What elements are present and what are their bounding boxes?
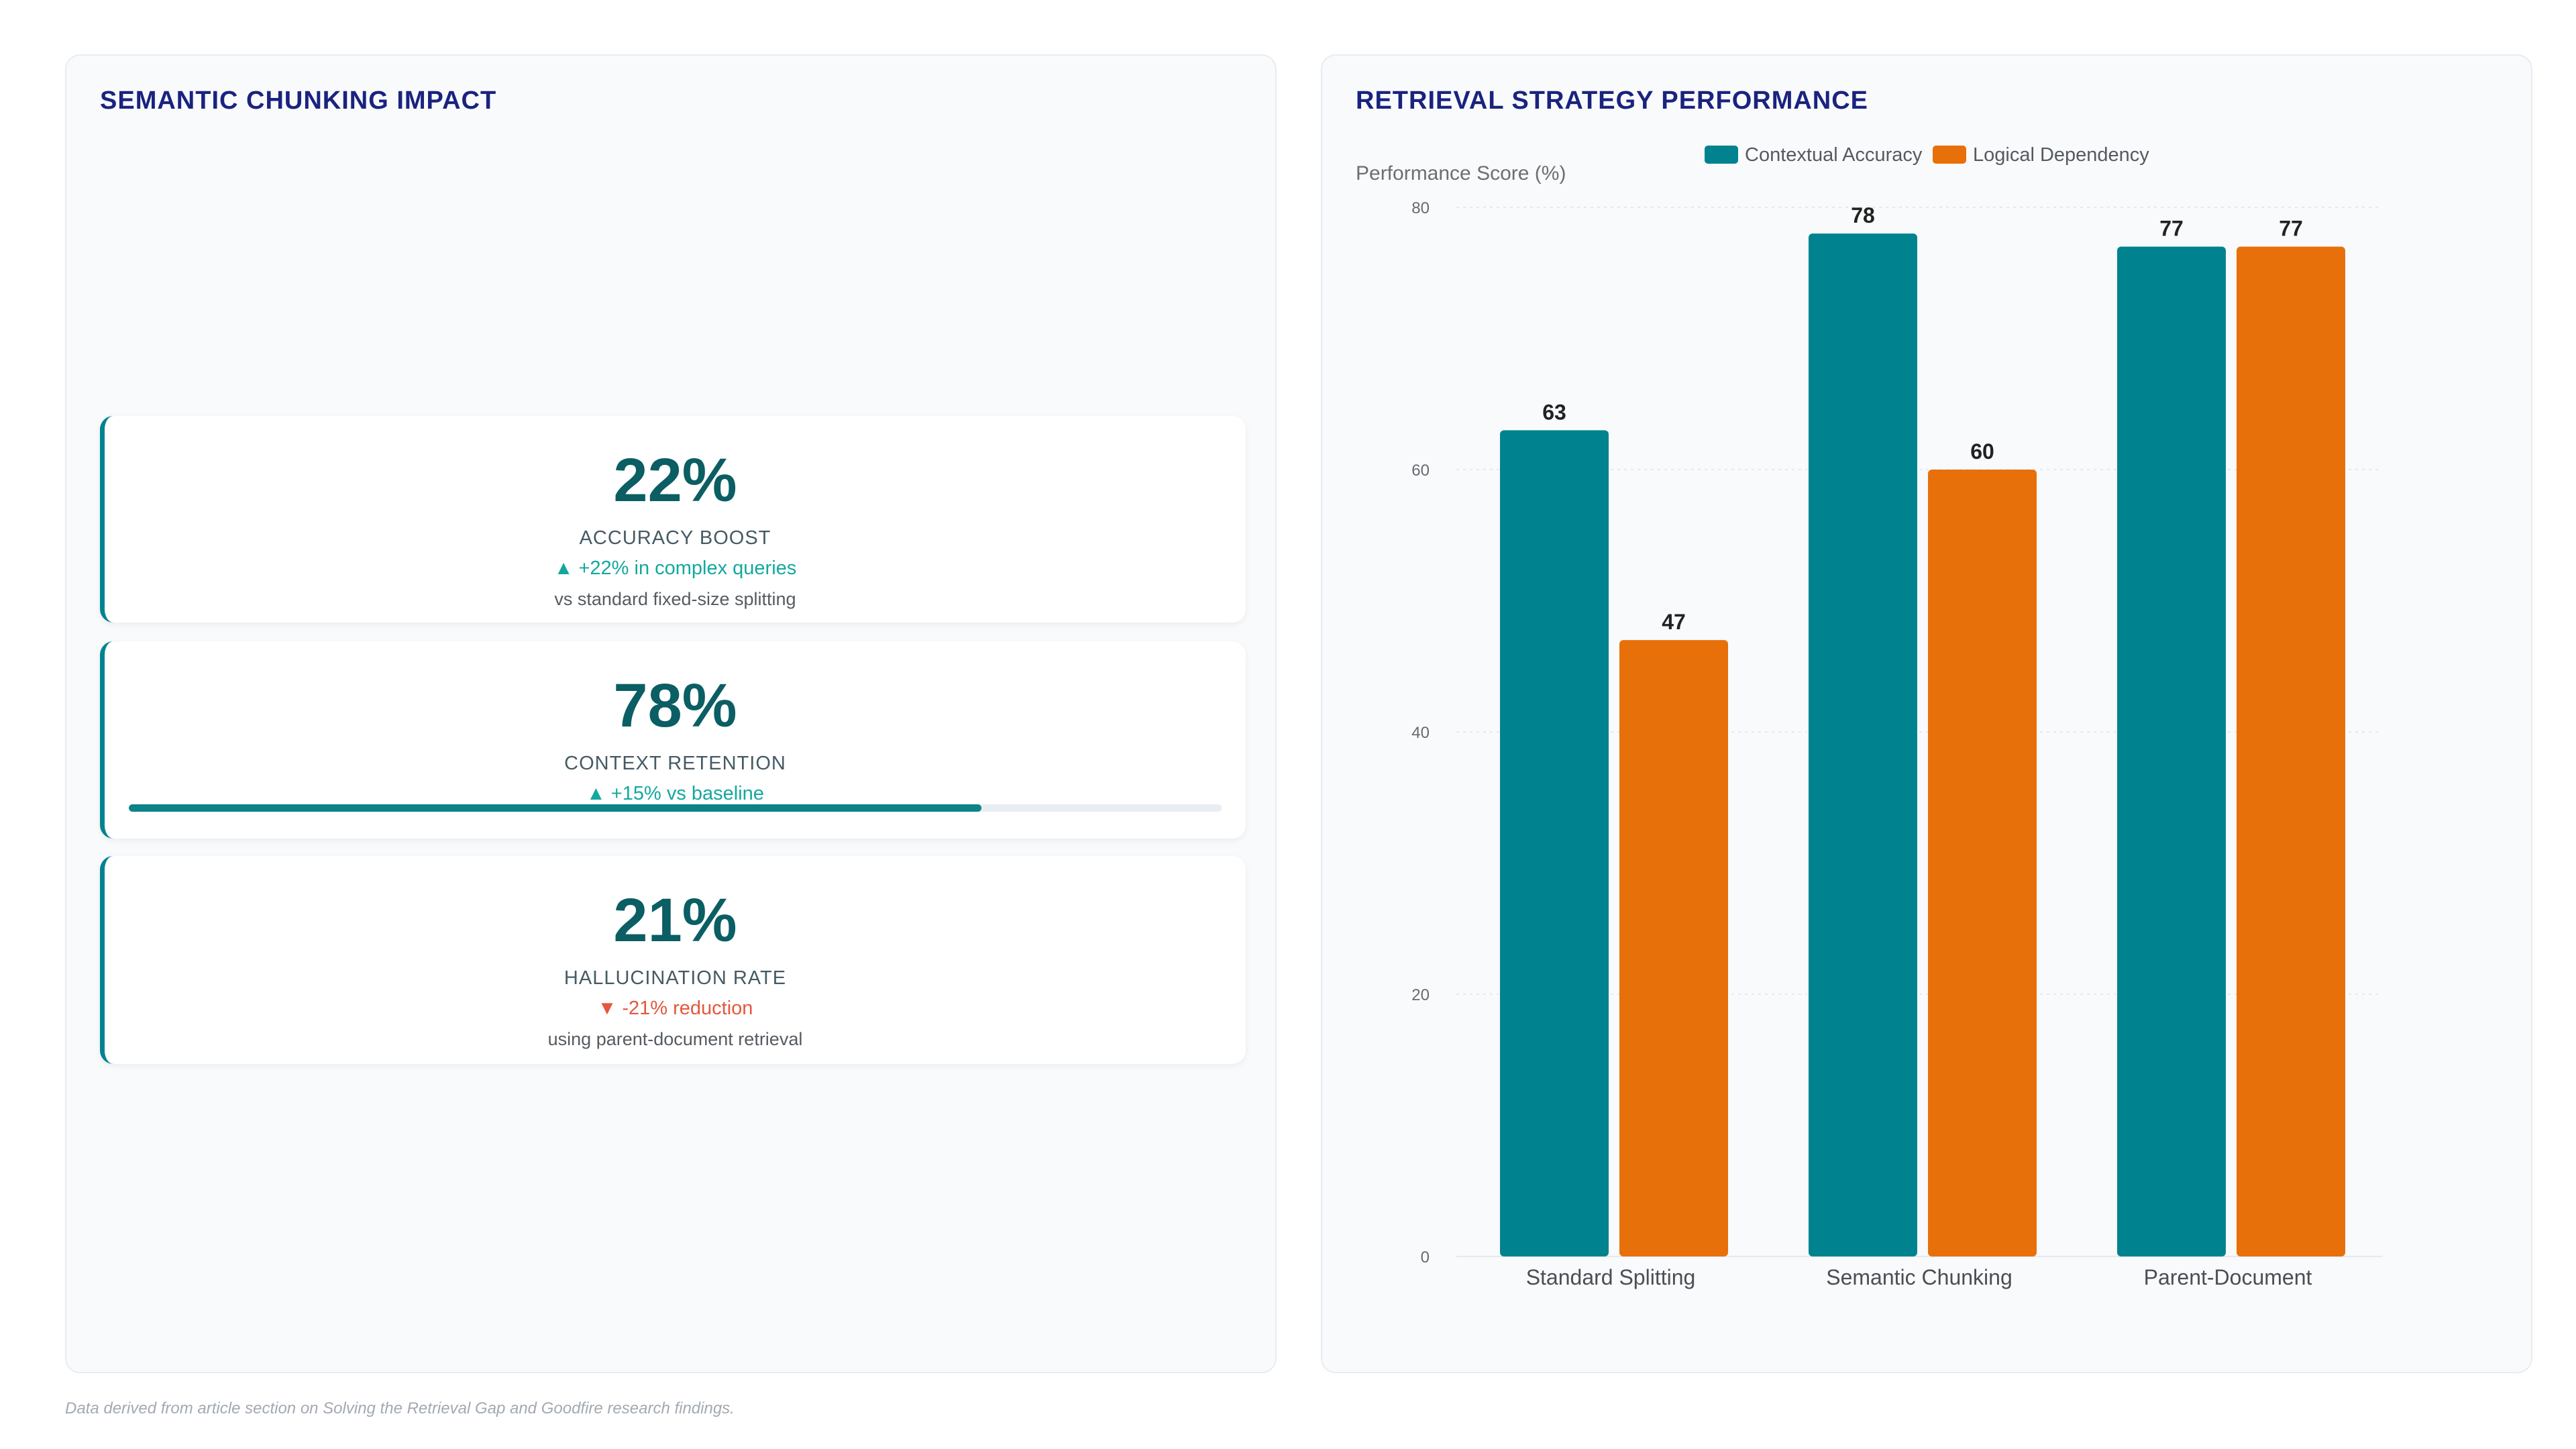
x-tick-label: Semantic Chunking (1826, 1265, 2012, 1289)
bar (1500, 430, 1609, 1256)
kpi-label: CONTEXT RETENTION (564, 753, 786, 774)
data-label: 77 (2159, 217, 2184, 241)
progress-fill (129, 804, 981, 812)
x-tick-label: Parent-Document (2144, 1265, 2312, 1289)
semantic-chunking-panel: SEMANTIC CHUNKING IMPACT 22% ACCURACY BO… (65, 54, 1277, 1373)
data-label: 63 (1542, 400, 1566, 424)
kpi-value: 22% (613, 446, 737, 515)
context-retention-progress-bar (129, 804, 1222, 812)
data-label: 77 (2279, 217, 2303, 241)
y-tick-label: 80 (1411, 199, 1430, 217)
x-tick-label: Standard Splitting (1526, 1265, 1696, 1289)
kpi-label: ACCURACY BOOST (579, 527, 771, 549)
kpi-label: HALLUCINATION RATE (564, 967, 787, 989)
kpi-card-context-retention: 78% CONTEXT RETENTION ▲ +15% vs baseline (100, 641, 1246, 839)
retrieval-strategy-panel: RETRIEVAL STRATEGY PERFORMANCE Performan… (1321, 54, 2532, 1373)
kpi-note: using parent-document retrieval (547, 1029, 803, 1049)
panel-title: SEMANTIC CHUNKING IMPACT (100, 87, 497, 115)
y-axis-title: Performance Score (%) (1356, 162, 1566, 184)
kpi-value: 78% (613, 672, 737, 740)
footnote: Data derived from article section on Sol… (65, 1399, 735, 1417)
kpi-delta: ▲ +15% vs baseline (586, 783, 764, 804)
kpi-note: vs standard fixed-size splitting (554, 589, 796, 609)
y-tick-label: 20 (1411, 986, 1430, 1004)
data-label: 47 (1662, 610, 1686, 634)
kpi-card-accuracy-boost: 22% ACCURACY BOOST ▲ +22% in complex que… (100, 416, 1246, 623)
kpi-card-hallucination-rate: 21% HALLUCINATION RATE ▼ -21% reduction … (100, 856, 1246, 1064)
bar (1809, 233, 1917, 1257)
y-tick-label: 0 (1421, 1248, 1430, 1267)
panel-title: RETRIEVAL STRATEGY PERFORMANCE (1356, 87, 1869, 115)
bar (1619, 640, 1728, 1256)
bar-chart: Performance Score (%) 0 20 40 60 80 Contextual… (1356, 144, 2382, 1289)
kpi-value: 21% (613, 886, 737, 955)
y-tick-label: 40 (1411, 724, 1430, 742)
bar (2117, 246, 2226, 1256)
bar (1928, 470, 2037, 1256)
data-label: 60 (1970, 439, 1994, 464)
kpi-delta: ▼ -21% reduction (597, 998, 753, 1019)
bar (2237, 246, 2345, 1256)
legend-label: Logical Dependency (1973, 144, 2149, 166)
legend-swatch (1705, 146, 1738, 164)
legend-swatch (1933, 146, 1966, 164)
y-tick-label: 60 (1411, 462, 1430, 480)
kpi-delta: ▲ +22% in complex queries (553, 557, 797, 579)
legend-label: Contextual Accuracy (1745, 144, 1923, 166)
data-label: 78 (1851, 203, 1875, 227)
